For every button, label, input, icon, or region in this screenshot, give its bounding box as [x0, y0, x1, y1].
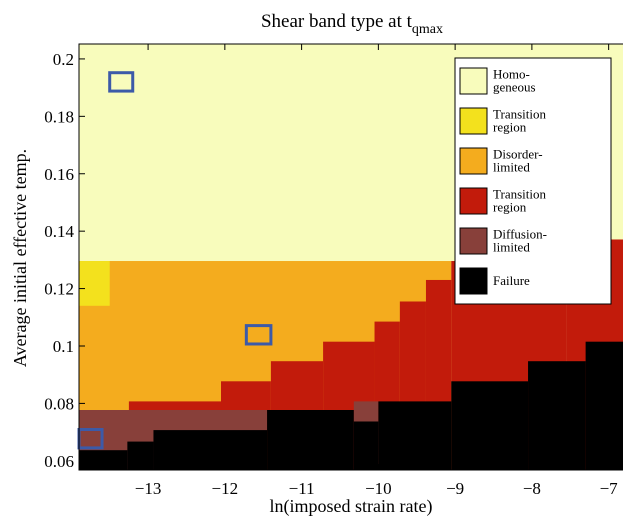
legend-swatch-transition1	[459, 107, 488, 135]
heatmap-region-failure	[585, 341, 623, 470]
x-tick-label: −13	[135, 479, 162, 498]
legend-label-transition1: region	[493, 120, 527, 135]
x-tick-label: −11	[289, 479, 315, 498]
y-tick-label: 0.1	[53, 337, 74, 356]
legend-box	[454, 57, 612, 305]
y-axis-ticks: 0.06 0.08 0.1 0.12 0.14 0.16 0.18 0.2	[44, 50, 85, 471]
heatmap-region-failure	[353, 421, 379, 470]
legend-label-transition2: Transition	[493, 187, 546, 202]
legend-label-diffusion: Diffusion-	[493, 227, 547, 242]
y-tick-label: 0.14	[44, 222, 74, 241]
legend-label-failure: Failure	[493, 273, 530, 288]
legend-swatch-disorder	[459, 147, 488, 175]
x-axis-label: ln(imposed strain rate)	[270, 496, 433, 517]
legend-label-diffusion: limited	[493, 240, 530, 255]
heatmap-region-failure	[79, 450, 128, 470]
legend-swatch-failure	[459, 267, 488, 295]
legend-swatch-diffusion	[459, 227, 488, 255]
chart-title: Shear band type at tqmax	[261, 11, 443, 37]
chart-title-main: Shear band type at t	[261, 11, 413, 32]
y-tick-label: 0.08	[44, 394, 74, 413]
legend-label-transition2: region	[493, 200, 527, 215]
x-tick-label: −12	[212, 479, 239, 498]
legend-label-homogeneous: Homo-	[493, 67, 530, 82]
legend: Homo-geneousTransitionregionDisorder-lim…	[454, 57, 612, 305]
legend-label-disorder: Disorder-	[493, 147, 543, 162]
heatmap-region-failure	[528, 361, 586, 470]
plot-frame	[78, 43, 623, 471]
x-tick-label: −10	[365, 479, 392, 498]
y-axis-label: Average initial effective temp.	[10, 149, 30, 367]
highlight-box	[244, 324, 273, 346]
heatmap-region-failure	[153, 430, 268, 470]
heatmap-region-failure	[127, 441, 154, 470]
legend-label-transition1: Transition	[493, 107, 546, 122]
heatmap-region-transition1	[79, 261, 110, 306]
x-tick-label: −7	[600, 479, 619, 498]
y-tick-label: 0.18	[44, 107, 74, 126]
legend-swatch-homogeneous	[459, 67, 488, 95]
x-tick-label: −8	[523, 479, 541, 498]
x-axis-ticks: −13 −12 −11 −10 −9 −8 −7	[135, 44, 618, 498]
y-tick-label: 0.16	[44, 165, 74, 184]
chart-title-subscript: qmax	[412, 22, 443, 37]
legend-label-homogeneous: geneous	[493, 80, 536, 95]
heatmap-region-failure	[451, 381, 529, 470]
highlight-boxes	[77, 71, 273, 450]
y-tick-label: 0.12	[44, 280, 74, 299]
legend-label-disorder: limited	[493, 160, 530, 175]
y-tick-label: 0.06	[44, 452, 74, 471]
legend-swatch-transition2	[459, 187, 488, 215]
y-tick-label: 0.2	[53, 50, 74, 69]
heatmap-region-failure	[378, 401, 452, 470]
highlight-box	[108, 71, 135, 93]
heatmap-region-failure	[267, 410, 354, 470]
x-tick-label: −9	[446, 479, 464, 498]
